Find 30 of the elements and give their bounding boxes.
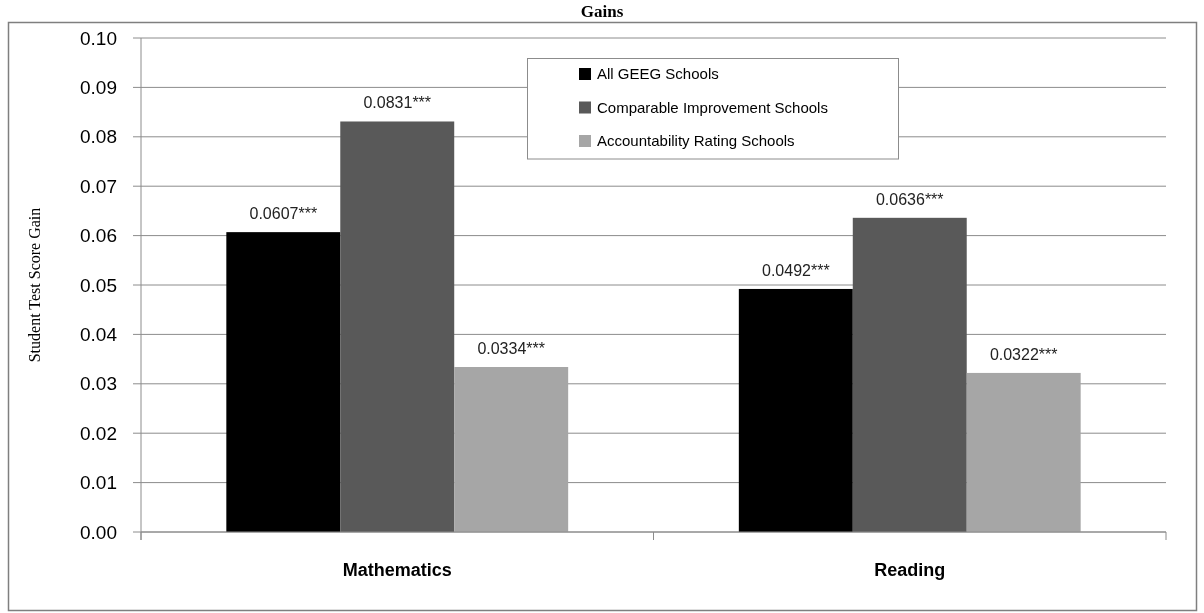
y-tick-label: 0.08 bbox=[80, 126, 117, 148]
y-tick-label: 0.07 bbox=[80, 175, 117, 197]
x-tick-label: Reading bbox=[874, 560, 946, 580]
bar bbox=[738, 288, 853, 532]
legend-label: Comparable Improvement Schools bbox=[597, 98, 828, 116]
data-label: 0.0334*** bbox=[477, 340, 546, 357]
y-tick-label: 0.03 bbox=[80, 373, 117, 395]
bar bbox=[454, 367, 569, 532]
bar bbox=[340, 121, 455, 532]
chart-title: Gains bbox=[580, 2, 624, 21]
y-tick-label: 0.01 bbox=[80, 472, 117, 494]
y-tick-label: 0.04 bbox=[80, 324, 118, 346]
y-tick-label: 0.05 bbox=[80, 274, 117, 296]
legend-label: All GEEG Schools bbox=[597, 65, 719, 83]
data-label: 0.0492*** bbox=[761, 261, 830, 279]
data-label: 0.0831*** bbox=[363, 94, 432, 112]
data-label: 0.0322*** bbox=[989, 345, 1058, 363]
data-label: 0.0607*** bbox=[249, 205, 318, 223]
x-tick-label: Mathematics bbox=[342, 560, 452, 580]
bar bbox=[226, 232, 341, 532]
legend-label: Accountability Rating Schools bbox=[597, 132, 795, 150]
y-tick-label: 0.10 bbox=[80, 27, 117, 49]
y-tick-label: 0.06 bbox=[80, 225, 117, 247]
y-tick-label: 0.02 bbox=[80, 422, 117, 444]
bar bbox=[852, 217, 967, 532]
data-label: 0.0636*** bbox=[875, 190, 944, 208]
y-tick-label: 0.00 bbox=[80, 521, 117, 543]
bar bbox=[966, 372, 1081, 532]
y-tick-label: 0.09 bbox=[80, 77, 117, 99]
y-axis-title: Student Test Score Gain bbox=[26, 207, 43, 363]
